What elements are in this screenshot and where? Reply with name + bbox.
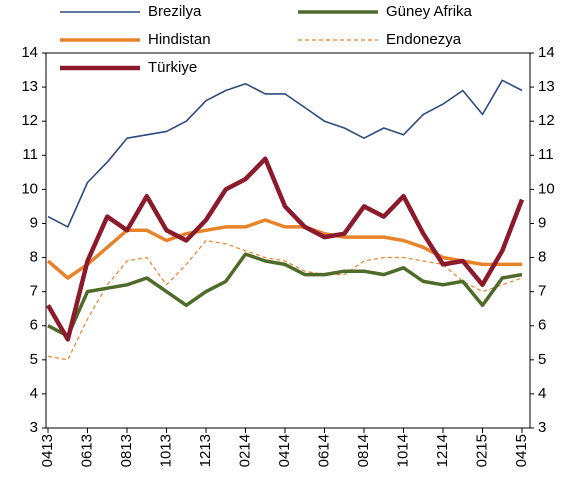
x-tick-label: 1014 [394, 434, 411, 467]
legend-label: Hindistan [148, 31, 211, 48]
y-tick-label: 13 [21, 78, 38, 95]
y2-tick-label: 13 [538, 78, 555, 95]
x-tick-label: 1013 [157, 434, 174, 467]
x-tick-label: 1213 [197, 434, 214, 467]
x-tick-label: 0813 [118, 434, 135, 467]
legend-label: Güney Afrika [386, 3, 473, 20]
series-line [47, 252, 523, 338]
y-tick-label: 14 [21, 44, 38, 61]
x-tick-label: 0613 [78, 434, 95, 467]
y-tick-label: 6 [30, 317, 38, 334]
legend-label: Türkiye [148, 59, 197, 76]
y-tick-label: 8 [30, 249, 38, 266]
series-line [46, 156, 525, 342]
plot-frame [45, 52, 531, 429]
y2-tick-label: 14 [538, 44, 555, 61]
y2-tick-label: 3 [538, 419, 546, 436]
y-tick-label: 7 [30, 283, 38, 300]
y2-tick-label: 4 [538, 385, 546, 402]
y2-tick-label: 10 [538, 180, 555, 197]
series-line [47, 79, 523, 228]
y-tick-label: 9 [30, 214, 38, 231]
y2-tick-label: 9 [538, 214, 546, 231]
series-line [47, 239, 523, 361]
y2-tick-label: 8 [538, 249, 546, 266]
y2-tick-label: 12 [538, 112, 555, 129]
y-tick-label: 12 [21, 112, 38, 129]
x-tick-label: 0215 [473, 434, 490, 467]
y2-tick-label: 5 [538, 351, 546, 368]
y-tick-label: 11 [22, 146, 38, 163]
y-tick-label: 10 [21, 180, 38, 197]
y2-tick-label: 7 [538, 283, 546, 300]
x-tick-label: 0614 [315, 434, 332, 467]
x-tick-label: 0814 [355, 434, 372, 467]
x-tick-label: 0413 [39, 434, 56, 467]
x-tick-label: 0415 [513, 434, 530, 467]
y-tick-label: 4 [30, 385, 38, 402]
x-tick-label: 0214 [236, 434, 253, 467]
x-tick-label: 1214 [434, 434, 451, 467]
y-tick-label: 3 [30, 419, 38, 436]
y2-tick-label: 6 [538, 317, 546, 334]
y-tick-label: 5 [30, 351, 38, 368]
legend-label: Brezilya [148, 3, 202, 20]
x-tick-label: 0414 [276, 434, 293, 467]
legend-label: Endonezya [386, 31, 462, 48]
series-line [46, 218, 522, 280]
y2-tick-label: 11 [538, 146, 554, 163]
